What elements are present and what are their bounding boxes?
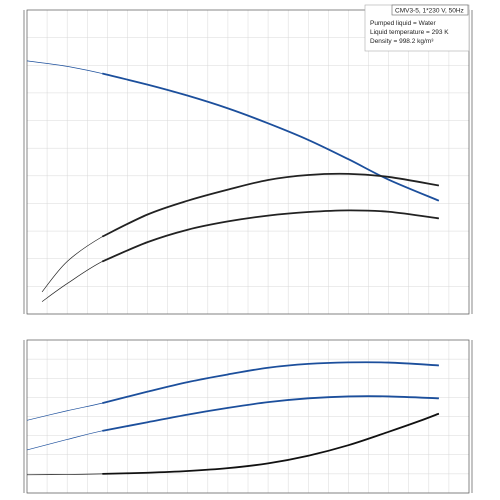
info-line-liquid: Pumped liquid = Water	[370, 20, 437, 27]
efficiency-outer-curve	[41, 173, 439, 293]
npsh-operating-range	[102, 412, 440, 475]
efficiency-outer-operating-range	[101, 172, 440, 238]
title-frame	[391, 4, 469, 16]
plot-frame	[26, 339, 470, 494]
p1-operating-range	[102, 361, 439, 404]
efficiency-inner-operating-range	[101, 209, 439, 263]
head-efficiency-panel	[23, 9, 473, 315]
info-line-density: Density = 998.2 kg/m³	[370, 38, 434, 45]
efficiency-inner-curve	[41, 210, 439, 302]
plot-frame	[26, 9, 470, 315]
head-curve	[26, 60, 439, 202]
p2-operating-range	[102, 395, 439, 432]
power-npsh-panel	[23, 339, 473, 494]
info-line-temperature: Liquid temperature = 293 K	[370, 29, 449, 36]
p2-curve	[26, 395, 439, 451]
pump-title: CMV3-5, 1*230 V, 50Hz	[395, 8, 464, 15]
head-operating-range	[102, 72, 440, 202]
p1-curve	[26, 361, 439, 421]
npsh-curve	[26, 413, 439, 476]
pump-info-box: CMV3-5, 1*230 V, 50Hz Pumped liquid = Wa…	[364, 4, 470, 52]
